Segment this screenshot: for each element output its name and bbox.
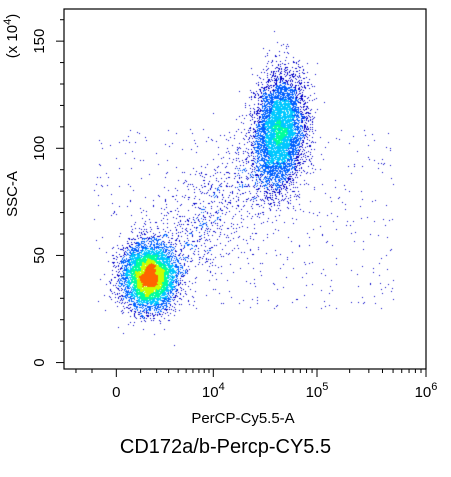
x-tick-label: 104	[202, 381, 225, 401]
x-tick-label: 0	[112, 384, 120, 401]
y-tick-label: 50	[31, 247, 48, 264]
y-tick-label: 100	[31, 136, 48, 161]
y-multiplier-label: (x 104)	[2, 14, 21, 58]
y-tick-label: 0	[31, 358, 48, 366]
x-tick-label: 105	[306, 381, 329, 401]
y-tick-label: 150	[31, 29, 48, 54]
x-axis-label: PerCP-Cy5.5-A	[191, 410, 294, 427]
x-tick-label: 106	[415, 381, 438, 401]
y-axis: 0 50 100 150	[31, 19, 64, 367]
chart-title: CD172a/b-Percp-CY5.5	[119, 436, 332, 458]
y-axis-label: SSC-A	[4, 171, 21, 217]
plot-frame	[63, 8, 427, 370]
x-axis: 0 104 105 106	[75, 369, 438, 401]
